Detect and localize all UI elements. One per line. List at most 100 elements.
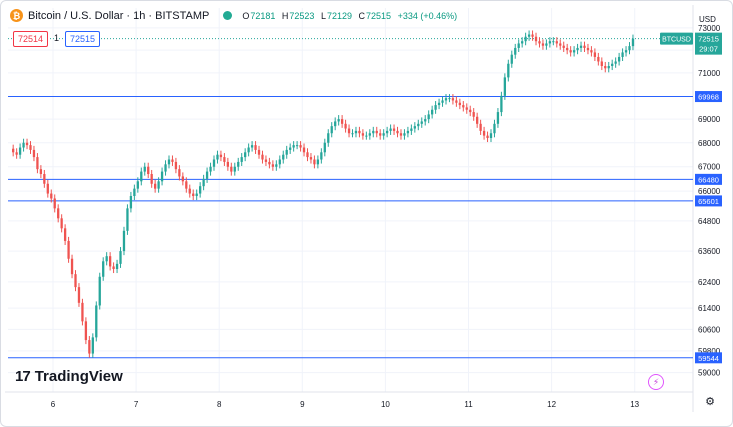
symbol-title[interactable]: Bitcoin / U.S. Dollar · 1h · BITSTAMP (28, 9, 210, 22)
x-tick-label: 11 (464, 400, 473, 409)
tradingview-logo-text: TradingView (34, 368, 123, 385)
candle-body (441, 100, 444, 103)
candle-body (448, 98, 451, 100)
x-tick-label: 9 (300, 400, 305, 409)
candle-body (617, 56, 621, 62)
y-tick-label: 60600 (698, 325, 721, 334)
candle-body (25, 142, 29, 146)
lightning-icon[interactable]: ⚡ (648, 374, 664, 390)
candle-body (261, 154, 264, 160)
candle-body (521, 41, 524, 44)
candle-body (559, 43, 562, 46)
x-tick-label: 7 (134, 400, 139, 409)
candle-body (143, 166, 146, 172)
candle-body (351, 133, 354, 135)
candle-body (382, 133, 385, 136)
candle-body (164, 164, 167, 172)
candle-body (195, 193, 198, 197)
candle-body (119, 251, 122, 264)
candle-body (192, 193, 195, 197)
candle-body (268, 161, 271, 165)
candle-body (538, 41, 541, 44)
gear-icon[interactable]: ⚙ (705, 396, 715, 408)
low-value: 72129 (326, 10, 352, 21)
candle-body (358, 130, 361, 134)
y-tick-label: 63600 (698, 247, 721, 256)
candle-body (67, 240, 70, 259)
candle-body (545, 43, 548, 46)
level-label: 65601 (698, 197, 719, 206)
tradingview-logo[interactable]: 17 TradingView (15, 368, 123, 385)
candle-body (344, 123, 347, 129)
candle-body (327, 133, 330, 143)
candle-body (60, 218, 63, 229)
candle-body (365, 135, 368, 137)
level-label: 69968 (698, 93, 719, 102)
candle-body (534, 36, 538, 42)
candle-body (424, 119, 427, 122)
y-tick-label: 62400 (698, 278, 721, 287)
candle-body (597, 56, 600, 62)
x-tick-label: 8 (217, 400, 222, 409)
candle-body (451, 98, 455, 101)
candle-body (496, 112, 500, 124)
candle-body (126, 208, 129, 231)
candle-body (167, 159, 171, 165)
candle-body (50, 193, 53, 199)
candle-body (70, 258, 74, 275)
candle-body (375, 130, 378, 134)
candle-body (77, 287, 81, 303)
candle-body (115, 263, 119, 270)
symbol-tag-box (660, 32, 693, 45)
candle-body (188, 188, 191, 194)
candle-body (36, 157, 39, 170)
candle-body (112, 266, 115, 270)
candle-body (264, 159, 268, 162)
candle-body (140, 171, 143, 182)
candle-body (247, 147, 250, 153)
candle-body (420, 121, 423, 124)
candle-body (500, 95, 503, 113)
candle-body (579, 45, 583, 48)
level-label-box (695, 173, 722, 185)
candle-body (219, 154, 223, 158)
candle-body (74, 274, 77, 288)
level-label-box (695, 352, 722, 364)
candle-body (406, 130, 410, 134)
candle-body (340, 119, 344, 124)
candle-body (292, 145, 295, 148)
candle-body (230, 166, 233, 172)
candle-body (368, 133, 371, 136)
candle-body (569, 50, 572, 53)
candle-body (91, 337, 94, 354)
candle-body (306, 152, 309, 158)
candle-body (604, 66, 607, 69)
spread-value: 1 (54, 33, 60, 43)
y-tick-label: 66000 (698, 187, 721, 196)
candle-body (226, 161, 230, 167)
candle-body (472, 112, 475, 117)
candle-body (611, 63, 614, 67)
candle-body (136, 181, 139, 189)
buy-price-button[interactable]: 72515 (65, 31, 101, 47)
candle-body (413, 126, 416, 129)
candle-body (586, 47, 590, 51)
candle-body (514, 47, 517, 55)
candle-body (63, 228, 67, 241)
candle-body (486, 135, 489, 138)
chart-header: ₿ Bitcoin / U.S. Dollar · 1h · BITSTAMP … (10, 9, 457, 22)
candle-body (271, 164, 275, 167)
candle-body (389, 128, 392, 131)
candle-body (223, 157, 226, 162)
candle-body (18, 147, 22, 155)
currency-label[interactable]: USD (699, 15, 716, 24)
sell-price-button[interactable]: 72514 (13, 31, 49, 47)
candle-body (244, 152, 247, 158)
y-tick-label: 73000 (698, 24, 721, 33)
candle-body (607, 66, 610, 69)
candle-body (133, 188, 136, 197)
candle-body (628, 46, 631, 51)
y-tick-label: 59000 (698, 369, 721, 378)
x-tick-label: 6 (51, 400, 56, 409)
